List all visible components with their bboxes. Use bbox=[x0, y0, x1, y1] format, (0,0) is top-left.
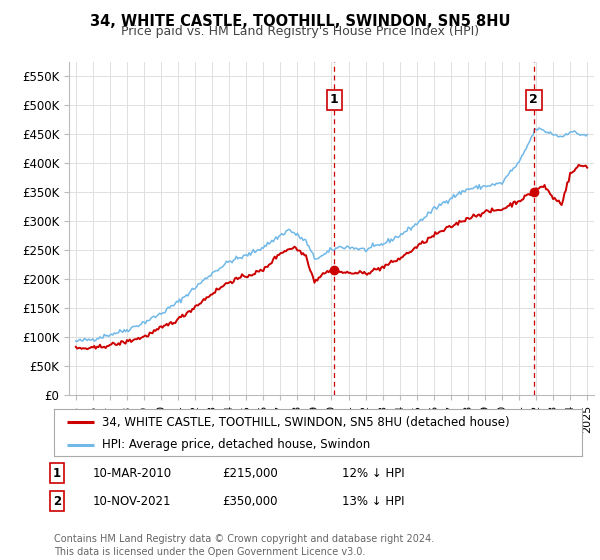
Text: HPI: Average price, detached house, Swindon: HPI: Average price, detached house, Swin… bbox=[101, 438, 370, 451]
Text: 1: 1 bbox=[53, 466, 61, 480]
Text: Price paid vs. HM Land Registry's House Price Index (HPI): Price paid vs. HM Land Registry's House … bbox=[121, 25, 479, 38]
Text: 1: 1 bbox=[330, 94, 339, 106]
Text: £350,000: £350,000 bbox=[222, 494, 277, 508]
Text: 34, WHITE CASTLE, TOOTHILL, SWINDON, SN5 8HU (detached house): 34, WHITE CASTLE, TOOTHILL, SWINDON, SN5… bbox=[101, 416, 509, 428]
Text: 34, WHITE CASTLE, TOOTHILL, SWINDON, SN5 8HU: 34, WHITE CASTLE, TOOTHILL, SWINDON, SN5… bbox=[90, 14, 510, 29]
Text: 10-NOV-2021: 10-NOV-2021 bbox=[93, 494, 172, 508]
Text: 2: 2 bbox=[53, 494, 61, 508]
Text: £215,000: £215,000 bbox=[222, 466, 278, 480]
Text: 13% ↓ HPI: 13% ↓ HPI bbox=[342, 494, 404, 508]
Text: Contains HM Land Registry data © Crown copyright and database right 2024.
This d: Contains HM Land Registry data © Crown c… bbox=[54, 534, 434, 557]
Text: 2: 2 bbox=[529, 94, 538, 106]
Text: 12% ↓ HPI: 12% ↓ HPI bbox=[342, 466, 404, 480]
Text: 10-MAR-2010: 10-MAR-2010 bbox=[93, 466, 172, 480]
